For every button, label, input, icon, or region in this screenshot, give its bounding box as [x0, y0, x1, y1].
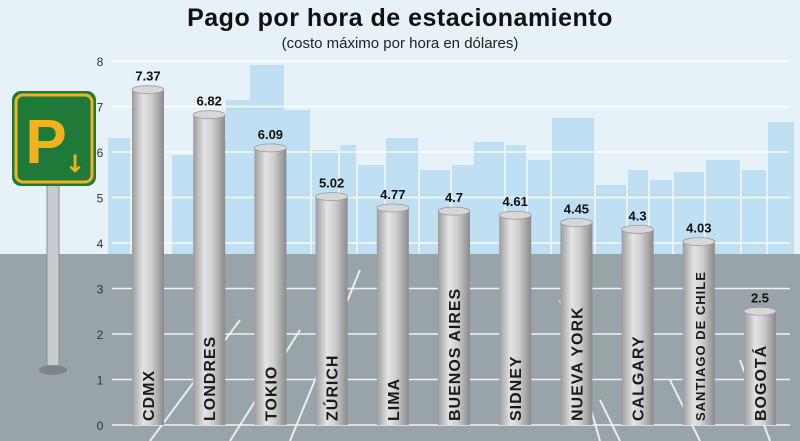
bar-cap: [560, 218, 593, 227]
parking-sign: P ↓: [12, 91, 96, 375]
skyline-building: [650, 180, 672, 254]
category-label: CALGARY: [631, 335, 648, 421]
bar-group: 4.45 NUEVA YORK: [560, 202, 593, 425]
skyline-building: [108, 138, 130, 254]
sign-post: [46, 179, 60, 371]
bar-cap: [253, 143, 287, 153]
bar-value-label: 6.09: [258, 127, 283, 142]
bar: [621, 229, 654, 425]
category-label: SIDNEY: [508, 355, 525, 421]
bar-group: 4.77 LIMA: [376, 187, 410, 425]
bar-cap: [437, 206, 471, 216]
bar-value-label: 5.02: [319, 176, 344, 191]
y-tick-labels: 0 1 2 3 4 5 6 7 8: [97, 55, 104, 433]
bar-value-label: 7.37: [135, 69, 160, 84]
bar-value-label: 4.03: [686, 221, 711, 236]
bar-cap: [621, 224, 654, 234]
bar: [193, 114, 226, 425]
bar-group: 4.03 SANTIAGO DE CHILE: [682, 221, 716, 425]
bar-group: 6.09 TOKIO: [253, 127, 287, 425]
y-tick-label: 2: [97, 328, 104, 342]
bar: [254, 147, 287, 425]
skyline-building: [706, 160, 740, 254]
bar-value-label: 6.82: [197, 94, 222, 109]
bar: [560, 222, 593, 425]
bar-group: 6.82 LONDRES: [192, 94, 226, 425]
category-label: CDMX: [141, 370, 158, 421]
bar-group: 7.37 CDMX: [131, 69, 165, 425]
sign-letter: P: [25, 108, 66, 177]
parking-line: [599, 399, 621, 441]
skyline-building: [768, 122, 794, 254]
category-label: LONDRES: [202, 336, 219, 421]
skyline-building: [172, 155, 196, 254]
category-label: BOGOTÁ: [751, 345, 770, 421]
bar-cap: [376, 203, 410, 213]
category-label: NUEVA YORK: [569, 306, 586, 421]
sign-border: [14, 93, 94, 184]
bar-value-label: 4.45: [564, 202, 589, 217]
category-label: ZÚRICH: [323, 355, 342, 421]
bar: [315, 196, 348, 425]
y-tick-label: 6: [97, 146, 104, 160]
bar-group: 4.61 SIDNEY: [498, 194, 532, 425]
bar: [682, 241, 715, 425]
bar: [376, 207, 409, 425]
skyline-building: [226, 100, 250, 254]
y-tick-label: 1: [97, 374, 104, 388]
category-label: BUENOS AIRES: [447, 288, 464, 421]
skyline-building: [284, 110, 310, 254]
bar: [132, 89, 164, 425]
bar-cap: [192, 110, 226, 120]
bar: [438, 211, 470, 425]
y-tick-label: 3: [97, 283, 104, 297]
skyline-silhouette: [108, 65, 794, 254]
chart-subtitle: (costo máximo por hora en dólares): [281, 35, 519, 52]
chart-title: Pago por hora de estacionamiento: [187, 4, 613, 32]
category-label: TOKIO: [263, 366, 280, 421]
bar-value-label: 4.77: [380, 187, 405, 202]
sign-arrow-icon: ↓: [65, 150, 85, 178]
bars: 7.37 CDMX 6.82 LONDRES 6.09 TOKIO 5.02 ZÚRICH 4.…: [131, 69, 777, 425]
sign-board: [12, 91, 96, 186]
bar-cap: [131, 85, 165, 95]
y-tick-label: 8: [97, 55, 104, 69]
bar-cap: [743, 306, 777, 316]
bar-value-label: 4.3: [629, 208, 647, 223]
bar-group: 4.3 CALGARY: [621, 208, 654, 425]
y-tick-label: 5: [97, 192, 104, 206]
bar-value-label: 4.7: [445, 190, 463, 205]
skyline-building: [742, 170, 766, 254]
bar-cap: [498, 210, 532, 220]
bar-cap: [315, 192, 349, 201]
bar-value-label: 2.5: [751, 290, 769, 305]
bar: [744, 311, 776, 425]
bar: [499, 215, 532, 425]
category-label: LIMA: [386, 378, 403, 421]
y-tick-label: 4: [97, 237, 104, 251]
y-tick-label: 0: [97, 419, 104, 433]
bar-group: 2.5 BOGOTÁ: [743, 290, 777, 425]
bar-value-label: 4.61: [503, 194, 528, 209]
sign-post-base: [39, 365, 67, 375]
bar-group: 5.02 ZÚRICH: [315, 176, 349, 425]
category-label: SANTIAGO DE CHILE: [693, 271, 708, 421]
y-tick-label: 7: [97, 101, 104, 115]
bar-cap: [682, 237, 716, 247]
skyline-building: [528, 160, 550, 254]
bar-group: 4.7 BUENOS AIRES: [437, 190, 471, 425]
